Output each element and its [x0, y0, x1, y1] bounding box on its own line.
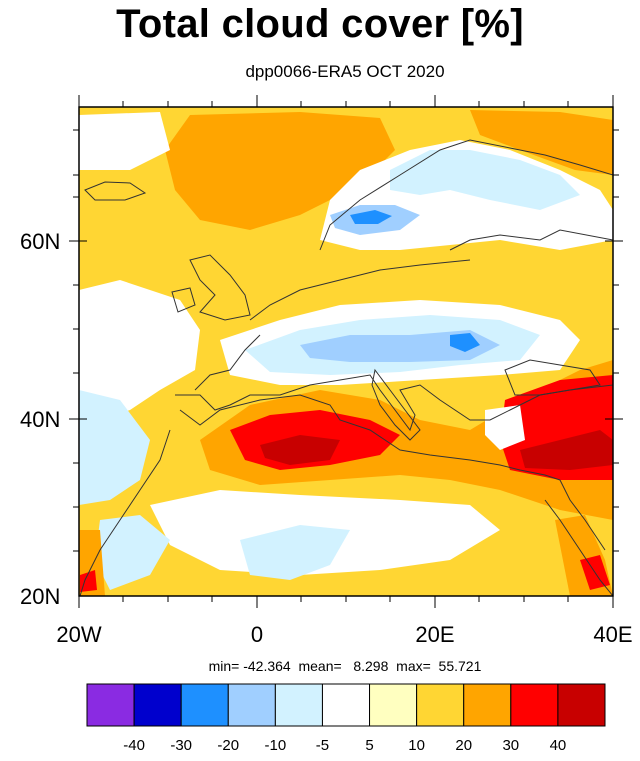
colorbar: [86, 683, 606, 727]
coast-black-sea: [504, 359, 601, 396]
lat-label-60n: 60N: [20, 229, 61, 254]
colorbar-box-7: [416, 683, 465, 727]
field-statistics: min= -42.364 mean= 8.298 max= 55.721: [208, 658, 482, 674]
coast-red-sea: [544, 479, 613, 596]
colorbar-label: -20: [217, 737, 240, 754]
colorbar-box-0: [86, 683, 135, 727]
colorbar-label: 30: [502, 737, 520, 754]
colorbar-box-1: [133, 683, 182, 727]
colorbar-label: -5: [315, 737, 330, 754]
colorbar-box-2: [180, 683, 229, 727]
colorbar-box-9: [510, 683, 559, 727]
right-ticks: [605, 129, 623, 552]
field-lightblue-scandinavia: [390, 150, 580, 210]
field-orange-mediterranean: [200, 360, 613, 520]
coast-scandinavia: [319, 139, 613, 251]
colorbar-box-4: [274, 683, 323, 727]
left-ticks: [69, 129, 87, 552]
coast-british-isles: [171, 254, 251, 321]
colorbar-label: -30: [170, 737, 193, 754]
colorbar-box-3: [227, 683, 276, 727]
lat-label-40n: 40N: [20, 407, 61, 432]
map-field: [79, 107, 613, 596]
colorbar-label: -10: [264, 737, 287, 754]
field-darkblue-scandinavia: [350, 210, 392, 224]
coastlines: [79, 139, 613, 596]
field-red-southwest: [80, 570, 97, 592]
colorbar-label: 5: [365, 737, 374, 754]
field-orange-atlantic: [165, 112, 395, 230]
field-darkblue-central: [450, 333, 480, 352]
bottom-ticks: [78, 596, 614, 608]
colorbar-label: 10: [408, 737, 425, 754]
lon-label-20e: 20E: [415, 622, 455, 647]
colorbar-label: -40: [123, 737, 145, 754]
lat-label-20n: 20N: [20, 584, 61, 609]
colorbar-label: 20: [455, 737, 473, 754]
field-white-northwest: [79, 112, 170, 170]
colorbar-box-10: [557, 683, 606, 727]
lon-label-40e: 40E: [593, 622, 633, 647]
map-subtitle: dpp0066-ERA5 OCT 2020: [245, 62, 445, 81]
field-lightblue-west: [79, 390, 150, 505]
field-lightblue-southwest: [95, 515, 170, 590]
field-white-west: [79, 280, 200, 420]
coast-north-africa: [79, 394, 561, 596]
top-ticks: [78, 95, 614, 107]
colorbar-box-8: [463, 683, 512, 727]
lon-label-20w: 20W: [56, 622, 102, 647]
colorbar-box-5: [321, 683, 371, 727]
colorbar-label: 40: [549, 737, 567, 754]
lon-label-0: 0: [250, 622, 264, 647]
field-darkred-turkey: [520, 430, 613, 470]
field-lightblue-south: [240, 525, 350, 580]
map-title: Total cloud cover [%]: [116, 2, 524, 46]
colorbar-box-6: [369, 683, 418, 727]
coast-europe: [175, 259, 613, 432]
field-white-aegean: [485, 405, 525, 450]
field-darkred-northafrica: [260, 435, 340, 465]
coast-iceland: [84, 181, 147, 201]
coast-italy: [371, 368, 421, 441]
map-ticks: [69, 95, 623, 608]
field-orange-northeast: [470, 110, 613, 175]
